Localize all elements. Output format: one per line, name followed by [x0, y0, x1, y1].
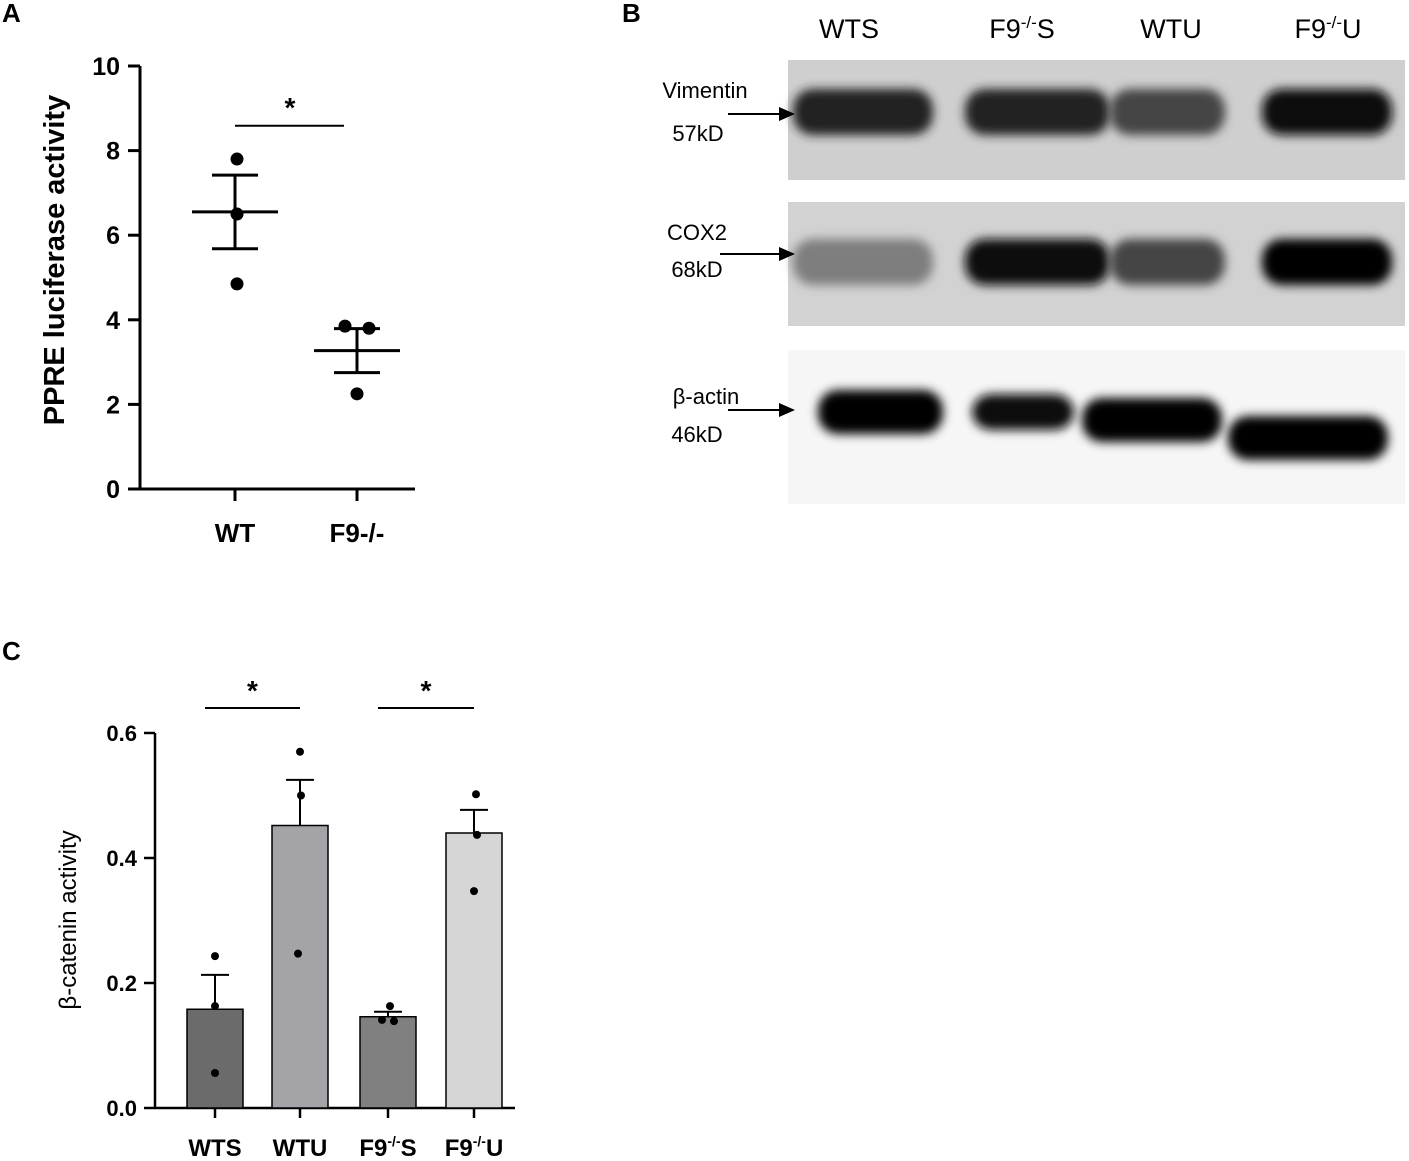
blot-lane-label: WTU: [1140, 14, 1201, 44]
blot-band: [965, 239, 1110, 285]
chart-c-point: [378, 1015, 386, 1024]
chart-c-point: [390, 1017, 398, 1026]
chart-c-ytick-label: 0.4: [106, 846, 137, 871]
chart-c-ylabel: β-catenin activity: [55, 830, 82, 1009]
blot-band: [1228, 416, 1388, 460]
blot-band: [1262, 239, 1392, 285]
chart-a-point: [230, 277, 244, 291]
chart-a-xtick-label: WT: [215, 518, 256, 548]
chart-a-significance-star: *: [285, 92, 296, 123]
chart-a-ytick-label: 8: [106, 138, 120, 166]
chart-c-bar: [359, 1016, 417, 1109]
blot-lane-label-base: F9: [1294, 14, 1326, 44]
chart-a-ytick-label: 6: [106, 222, 120, 250]
blot-band: [793, 239, 933, 285]
chart-a-point: [362, 321, 376, 335]
blot-lane-label: WTS: [819, 14, 879, 44]
chart-c-ytick-label: 0.6: [106, 721, 137, 746]
chart-c-point: [473, 830, 481, 839]
blot-band: [1110, 89, 1225, 135]
chart-c-xtick-label: WTU: [273, 1135, 328, 1161]
chart-a-ytick-label: 0: [106, 476, 120, 504]
chart-c-xtick-label: F9-/-U: [445, 1133, 504, 1161]
panel-label-a: A: [2, 0, 21, 28]
chart-a-ylabel: PPRE luciferase activity: [39, 95, 71, 425]
blot-arrowhead: [779, 247, 795, 261]
blot-band: [1262, 89, 1392, 135]
chart-a-xtick-label: F9-/-: [330, 518, 385, 548]
chart-c-xtick-label-base: WTS: [188, 1135, 241, 1161]
chart-a-point: [230, 152, 244, 166]
chart-c-point: [297, 791, 305, 800]
chart-c-xtick-label-tail: U: [486, 1135, 503, 1161]
chart-a-ytick-label: 10: [92, 53, 120, 81]
blot-band: [1110, 239, 1225, 285]
chart-c-xtick-label-base: F9: [445, 1135, 473, 1161]
chart-a-ytick-label: 2: [106, 391, 120, 419]
blot-lane-label-base: F9: [989, 14, 1021, 44]
chart-c-xtick-label: F9-/-S: [359, 1133, 416, 1161]
blot-kd-label: 68kD: [671, 257, 722, 282]
blot-lane-label-base: WTU: [1140, 14, 1201, 44]
panel-label-b: B: [622, 0, 641, 28]
chart-a-point: [338, 319, 352, 333]
chart-c-ytick-label: 0.2: [106, 971, 137, 996]
chart-c-bar: [271, 824, 329, 1109]
chart-c-point: [211, 952, 219, 961]
chart-c-point: [211, 1069, 219, 1077]
chart-c-point: [386, 1002, 394, 1011]
chart-c-point: [211, 1002, 219, 1011]
blot-band: [1082, 398, 1222, 442]
blot-band: [965, 89, 1110, 135]
blot-lane-label-sup: -/-: [1326, 13, 1342, 32]
panel-label-c: C: [2, 636, 21, 666]
chart-c-xtick-label-sup: -/-: [387, 1133, 401, 1149]
blot-lane-label-tail: U: [1342, 14, 1362, 44]
chart-c-bar: [186, 1008, 244, 1109]
blot-lane-label-base: WTS: [819, 14, 879, 44]
blot-lane-label: F9-/-U: [1294, 13, 1361, 44]
chart-c-point: [470, 887, 478, 896]
chart-c-significance-star: *: [247, 675, 258, 706]
blot-protein-label: COX2: [667, 220, 727, 245]
chart-a-point: [350, 387, 364, 401]
blot-lane-label: F9-/-S: [989, 13, 1055, 44]
chart-c-point: [294, 949, 302, 958]
chart-c-bar: [445, 832, 503, 1109]
blot-band: [972, 394, 1074, 430]
blot-kd-label: 57kD: [672, 121, 723, 146]
chart-c-ytick-label: 0.0: [106, 1096, 137, 1121]
blot-lane-label-sup: -/-: [1021, 13, 1037, 32]
blot-protein-label: Vimentin: [662, 78, 747, 103]
blot-arrowhead: [779, 403, 795, 417]
chart-c-significance-star: *: [421, 675, 432, 706]
blot-kd-label: 46kD: [671, 422, 722, 447]
western-blot: WTS F9-/-S WTU F9-/-UVimentin57kDCOX268kDβ-…: [662, 13, 1405, 504]
chart-a-ytick-label: 4: [106, 307, 120, 335]
chart-c-point: [296, 747, 304, 756]
chart-c-xtick-label-base: F9: [359, 1135, 387, 1161]
blot-protein-label: β-actin: [673, 384, 739, 409]
chart-c-point: [472, 790, 480, 799]
blot-band: [793, 89, 933, 135]
blot-lane-label-tail: S: [1037, 14, 1055, 44]
chart-c-xtick-label: WTS: [188, 1135, 241, 1161]
chart-a: PPRE luciferase activity 0 2 4 6 8 10 WT F9-/- *: [39, 53, 415, 548]
blot-band: [818, 390, 943, 434]
chart-c-xtick-label-sup: -/-: [473, 1133, 487, 1149]
blot-arrowhead: [779, 107, 795, 121]
chart-c-xtick-label-tail: S: [401, 1135, 417, 1161]
chart-a-point: [230, 207, 244, 221]
chart-c-xtick-label-base: WTU: [273, 1135, 328, 1161]
